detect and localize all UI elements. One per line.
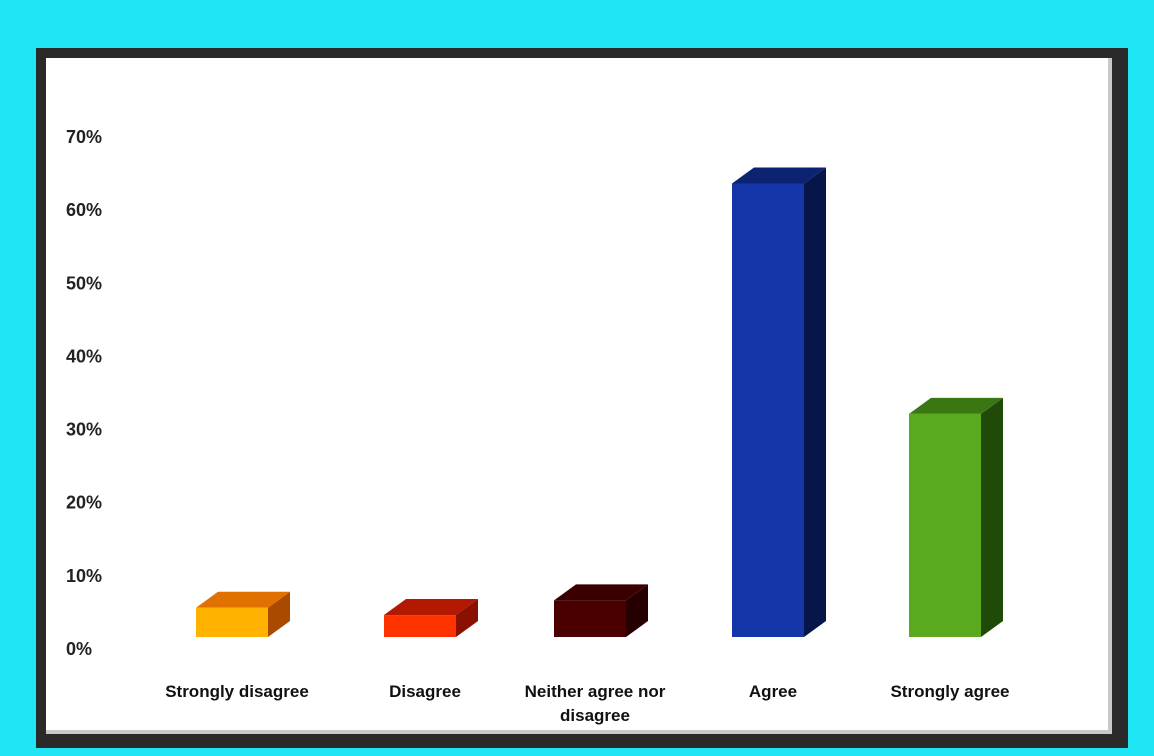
y-tick-label: 20%	[66, 493, 102, 513]
y-tick-label: 0%	[66, 639, 92, 659]
y-tick-label: 50%	[66, 273, 102, 293]
bar-side	[626, 584, 648, 637]
bar	[384, 615, 456, 637]
y-tick-label: 10%	[66, 566, 102, 586]
category-label: Agree	[749, 682, 797, 701]
bar-side	[804, 167, 826, 637]
bar	[909, 413, 981, 637]
category-label: disagree	[560, 706, 630, 725]
category-label: Strongly agree	[890, 682, 1009, 701]
bar	[732, 183, 804, 637]
bar	[554, 600, 626, 637]
bar-side	[268, 591, 290, 637]
bar-top	[196, 591, 290, 608]
bar-top	[554, 584, 648, 601]
y-tick-label: 60%	[66, 200, 102, 220]
category-label: Neither agree nor	[525, 682, 666, 701]
bars	[196, 167, 1003, 637]
bar-top	[909, 397, 1003, 414]
bar-group	[909, 397, 1003, 637]
y-tick-label: 70%	[66, 127, 102, 147]
bar-group	[732, 167, 826, 637]
bar-group	[554, 584, 648, 637]
category-label: Strongly disagree	[165, 682, 309, 701]
bar	[196, 607, 268, 637]
y-tick-label: 40%	[66, 346, 102, 366]
category-label: Disagree	[389, 682, 461, 701]
bar-group	[196, 591, 290, 637]
y-tick-label: 30%	[66, 420, 102, 440]
y-axis-ticks: 0% 10% 20% 30% 40% 50% 60% 70%	[66, 127, 102, 659]
bar-top	[732, 167, 826, 184]
bar-top	[384, 599, 478, 616]
bar-side	[456, 599, 478, 637]
bar-group	[384, 599, 478, 637]
bar-side	[981, 397, 1003, 637]
x-axis-labels: Strongly disagree Disagree Neither agree n…	[165, 682, 1009, 725]
